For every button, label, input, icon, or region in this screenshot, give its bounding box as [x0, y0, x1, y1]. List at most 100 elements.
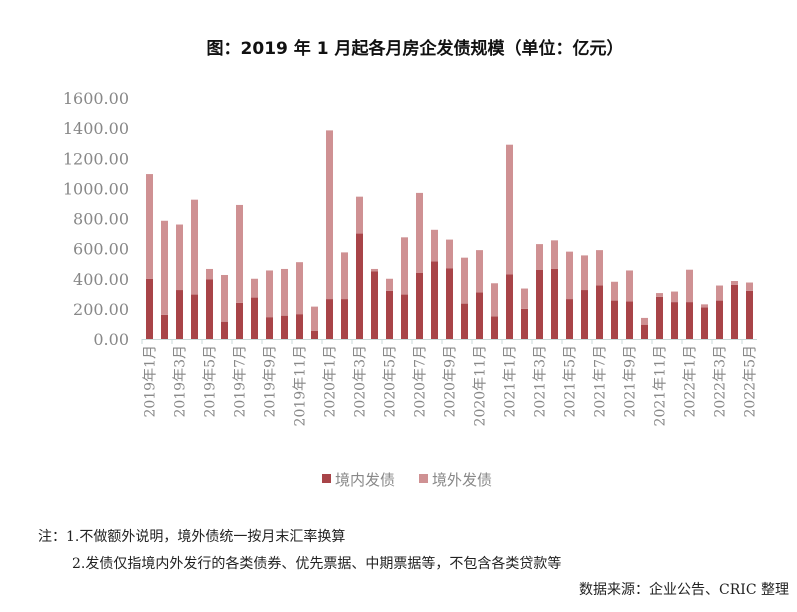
bar-overseas [701, 304, 708, 308]
bar-overseas [281, 268, 288, 316]
bar-domestic [716, 300, 723, 339]
bar-overseas [596, 250, 603, 286]
bar-overseas [341, 252, 348, 300]
y-tick-label: 1000.00 [63, 179, 129, 198]
bar-domestic [671, 302, 678, 339]
bar-domestic [641, 324, 648, 339]
bar-domestic [326, 299, 333, 339]
x-tick-label: 2019年7月 [233, 345, 249, 418]
x-tick-label: 2019年11月 [293, 345, 309, 426]
bar-domestic [311, 330, 318, 339]
bar-domestic [521, 308, 528, 339]
bar-domestic [146, 278, 153, 339]
y-tick-label: 400.00 [73, 270, 129, 289]
bar-overseas [311, 306, 318, 331]
x-tick-label: 2020年3月 [353, 345, 369, 418]
bar-overseas [416, 192, 423, 273]
bar-domestic [386, 290, 393, 339]
x-tick-label: 2020年11月 [473, 345, 489, 426]
x-tick-label: 2022年5月 [743, 345, 759, 418]
bar-overseas [251, 278, 258, 298]
note-1: 注：1.不做额外说明，境外债统一按月末汇率换算 [38, 529, 346, 545]
bar-domestic [581, 290, 588, 339]
bar-overseas [206, 268, 213, 280]
bar-overseas [386, 278, 393, 291]
bar-domestic [161, 314, 168, 339]
bar-overseas [566, 251, 573, 300]
bar-overseas [431, 229, 438, 262]
bar-overseas [161, 220, 168, 315]
bar-domestic [296, 314, 303, 339]
bar-overseas [686, 269, 693, 303]
bar-domestic [236, 302, 243, 339]
bar-overseas [371, 268, 378, 272]
bar-domestic [506, 274, 513, 339]
y-tick-label: 0.00 [93, 330, 129, 349]
bar-overseas [626, 270, 633, 302]
bar-overseas [326, 130, 333, 300]
y-tick-label: 800.00 [73, 210, 129, 229]
y-tick-label: 600.00 [73, 240, 129, 259]
bar-domestic [746, 290, 753, 339]
bar-domestic [251, 297, 258, 339]
x-tick-label: 2019年9月 [263, 345, 279, 418]
y-tick-label: 1400.00 [63, 119, 129, 138]
y-tick-label: 200.00 [73, 300, 129, 319]
bar-overseas [296, 262, 303, 315]
x-tick-label: 2021年11月 [653, 345, 669, 426]
bar-domestic [731, 284, 738, 339]
bar-domestic [596, 285, 603, 339]
x-tick-label: 2020年1月 [323, 345, 339, 418]
bar-domestic [206, 279, 213, 339]
bar-overseas [476, 250, 483, 293]
bar-overseas [656, 293, 663, 297]
bar-domestic [701, 307, 708, 339]
bar-overseas [641, 317, 648, 325]
x-tick-label: 2021年3月 [533, 345, 549, 418]
y-tick-label: 1200.00 [63, 149, 129, 168]
x-tick-label: 2020年9月 [443, 345, 459, 418]
bar-domestic [221, 321, 228, 339]
bar-domestic [401, 294, 408, 339]
bar-overseas [176, 224, 183, 291]
bar-domestic [446, 268, 453, 339]
bar-domestic [191, 294, 198, 339]
bar-domestic [551, 268, 558, 339]
bar-overseas [236, 204, 243, 303]
x-tick-label: 2022年1月 [683, 345, 699, 418]
x-tick-label: 2021年9月 [623, 345, 639, 418]
bar-overseas [491, 283, 498, 317]
bar-overseas [356, 196, 363, 234]
bar-overseas [461, 257, 468, 304]
bar-domestic [431, 261, 438, 339]
legend-label: 境内发债 [335, 471, 395, 489]
bar-domestic [356, 233, 363, 339]
x-tick-label: 2020年5月 [383, 345, 399, 418]
bar-domestic [476, 292, 483, 339]
bar-overseas [191, 199, 198, 295]
legend-swatch-0 [322, 474, 331, 483]
note-2: 2.发债仅指境内外发行的各类债券、优先票据、中期票据等，不包含各类贷款等 [72, 556, 562, 572]
legend-swatch-1 [419, 474, 428, 483]
x-tick-label: 2021年7月 [593, 345, 609, 418]
x-tick-label: 2019年3月 [173, 345, 189, 418]
bar-overseas [506, 144, 513, 275]
bar-domestic [371, 271, 378, 339]
bar-domestic [491, 316, 498, 339]
x-tick-label: 2022年3月 [713, 345, 729, 418]
bar-overseas [581, 255, 588, 291]
y-tick-label: 1600.00 [63, 89, 129, 108]
bar-overseas [671, 291, 678, 303]
bar-domestic [536, 269, 543, 339]
bar-overseas [536, 244, 543, 270]
bar-domestic [176, 290, 183, 339]
bar-domestic [611, 300, 618, 339]
x-tick-label: 2020年7月 [413, 345, 429, 418]
bar-domestic [281, 315, 288, 339]
bar-domestic [656, 296, 663, 339]
x-tick-label: 2019年5月 [203, 345, 219, 418]
chart-title: 图：2019 年 1 月起各月房企发债规模（单位：亿元） [206, 39, 624, 59]
x-tick-label: 2021年5月 [563, 345, 579, 418]
